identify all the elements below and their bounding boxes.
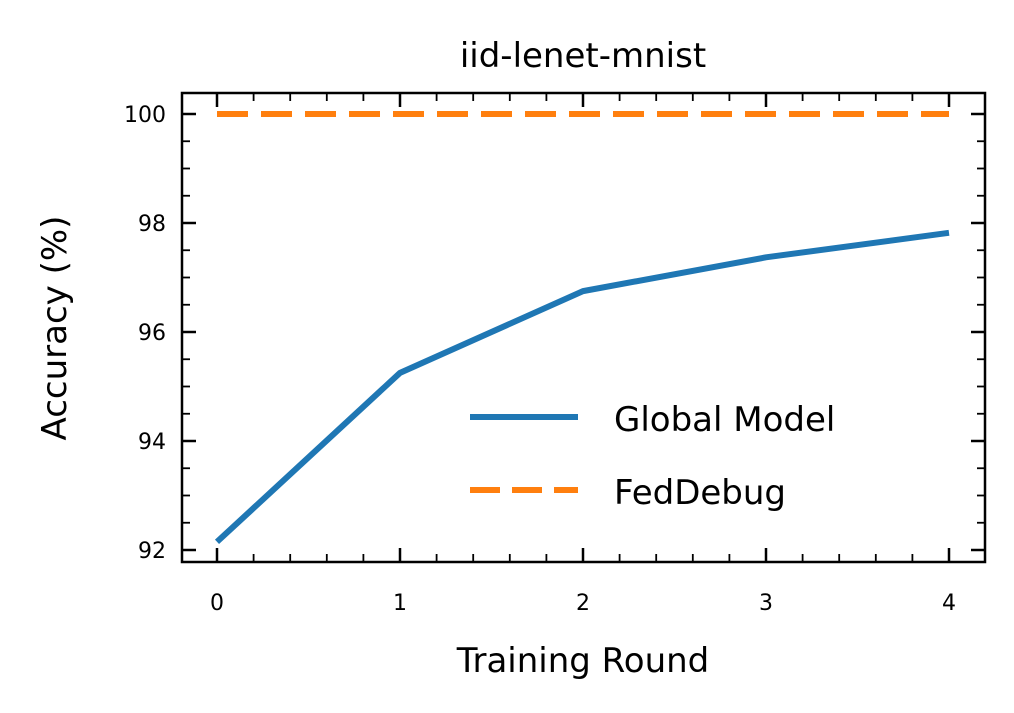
y-tick-label: 96 (138, 321, 166, 346)
legend-label-feddebug: FedDebug (614, 473, 786, 513)
x-tick-label: 4 (942, 591, 956, 616)
x-tick-label: 3 (759, 591, 773, 616)
y-tick-label: 98 (138, 212, 166, 237)
chart-title: iid-lenet-mnist (460, 36, 706, 76)
x-axis-label: Training Round (456, 641, 710, 681)
y-axis-label: Accuracy (%) (35, 216, 75, 441)
plot-frame (180, 91, 987, 564)
x-tick-label: 0 (210, 591, 224, 616)
y-tick-label: 92 (138, 539, 166, 564)
series-line-global-model (214, 229, 950, 545)
y-tick-label: 94 (138, 430, 166, 455)
legend-label-global-model: Global Model (614, 400, 835, 440)
y-tick-label: 100 (124, 103, 166, 128)
x-tick-label: 1 (393, 591, 407, 616)
x-tick-label: 2 (576, 591, 590, 616)
legend: Global Model FedDebug (470, 400, 835, 513)
